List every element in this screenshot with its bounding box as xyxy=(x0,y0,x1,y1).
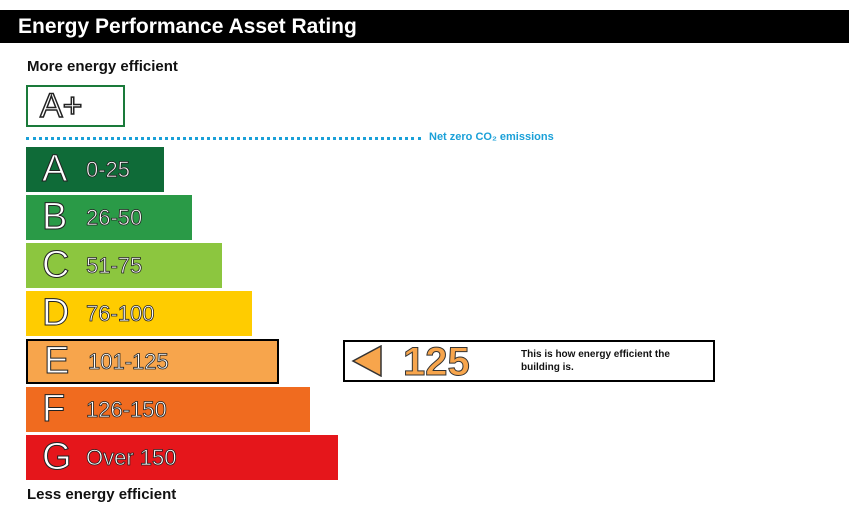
chart-title: Energy Performance Asset Rating xyxy=(0,10,849,43)
arrow-left-icon xyxy=(351,345,382,377)
band-letter: C xyxy=(42,244,70,287)
band-a-plus: A+ xyxy=(26,85,125,127)
band-f: F 126-150 xyxy=(26,387,310,432)
band-d: D 76-100 xyxy=(26,291,252,336)
band-letter: A xyxy=(42,148,68,191)
band-letter: G xyxy=(42,436,73,479)
band-e: E 101-125 xyxy=(26,339,279,384)
band-c: C 51-75 xyxy=(26,243,222,288)
band-letter: B xyxy=(42,196,68,239)
more-efficient-label: More energy efficient xyxy=(27,58,178,75)
band-g: G Over 150 xyxy=(26,435,338,480)
band-range: 126-150 xyxy=(86,396,168,422)
net-zero-label: Net zero CO₂ emissions xyxy=(429,131,554,143)
current-rating-caption: This is how energy efficient the buildin… xyxy=(521,349,670,373)
band-range: 76-100 xyxy=(86,300,155,326)
band-letter: D xyxy=(42,292,70,335)
less-efficient-label: Less energy efficient xyxy=(27,486,177,503)
current-rating-indicator: 125 This is how energy efficient the bui… xyxy=(343,340,715,384)
band-range: 26-50 xyxy=(86,204,143,230)
band-a: A 0-25 xyxy=(26,147,164,192)
net-zero-line xyxy=(26,137,421,140)
band-range: 51-75 xyxy=(86,252,143,278)
band-range: Over 150 xyxy=(86,444,177,470)
band-b: B 26-50 xyxy=(26,195,192,240)
band-letter: F xyxy=(42,388,66,431)
band-range: 0-25 xyxy=(86,156,131,182)
band-range: 101-125 xyxy=(88,348,170,374)
current-rating-value: 125 xyxy=(403,340,471,384)
band-letter: E xyxy=(44,340,70,383)
